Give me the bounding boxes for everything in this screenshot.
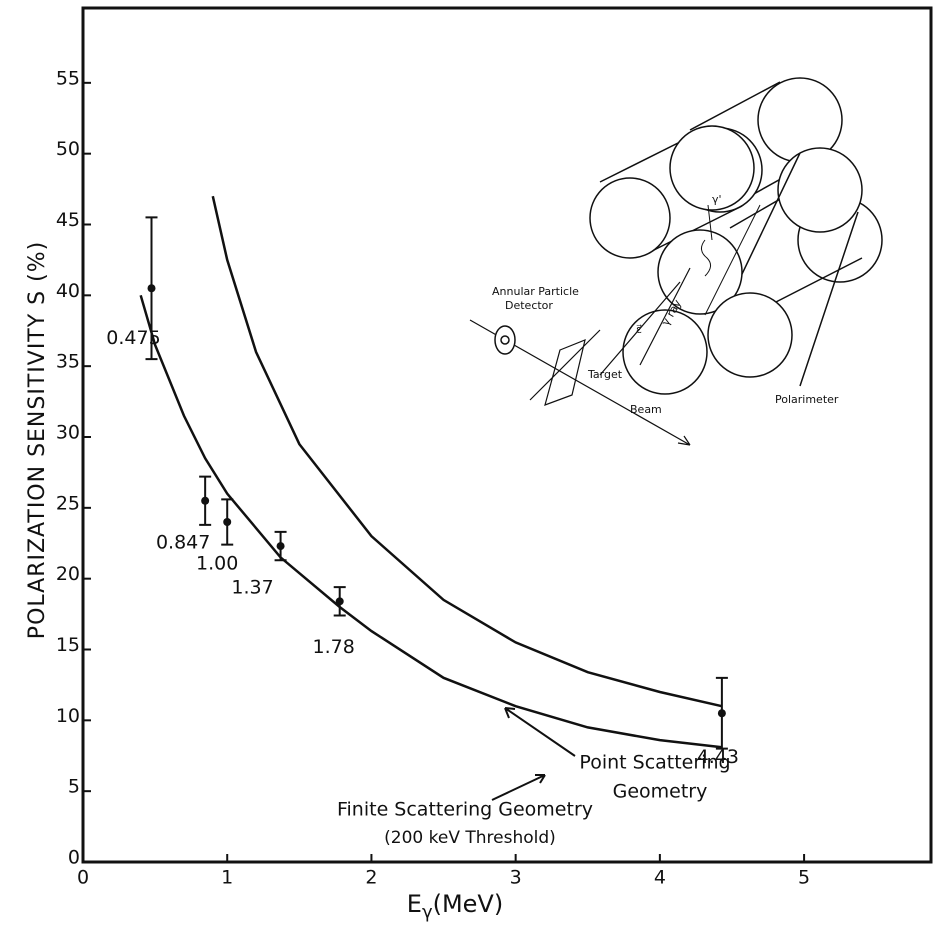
y-tick-label: 25: [56, 492, 80, 514]
point-label: 0.847: [156, 531, 210, 553]
annotation: Finite Scattering Geometry: [337, 799, 593, 821]
point-label: 0.475: [106, 327, 160, 349]
x-label-unit: (MeV): [433, 890, 504, 918]
data-point: [223, 518, 232, 526]
y-tick-label: 50: [56, 138, 80, 160]
data-point: [276, 542, 285, 551]
x-tick-label: 1: [221, 867, 233, 889]
data-point: [335, 597, 344, 606]
annotation: (200 keV Threshold): [384, 828, 556, 848]
polarimeter: [589, 77, 883, 395]
point-label: 1.37: [231, 577, 273, 599]
inset-diagram: Annular Particle Detector Target Beam Po…: [469, 77, 883, 446]
x-tick-label: 0: [77, 867, 89, 889]
gamma-ray: [599, 267, 691, 376]
point-label: 1.78: [313, 636, 355, 658]
y-tick-label: 55: [56, 67, 80, 89]
y-tick-label: 45: [56, 209, 80, 231]
annotation: Geometry: [613, 781, 708, 803]
y-tick-label: 20: [56, 563, 80, 585]
data-point: [717, 709, 726, 718]
inset-label: Target: [587, 368, 623, 381]
inset-label: Polarimeter: [775, 393, 839, 406]
y-axis-label: POLARIZATION SENSITIVITY S (%): [25, 241, 50, 639]
y-tick-label: 0: [68, 847, 80, 869]
y-tick-label: 10: [56, 705, 80, 727]
x-tick-label: 4: [654, 867, 666, 889]
point-label: 4.43: [697, 746, 739, 768]
x-tick-label: 3: [510, 867, 522, 889]
x-label-subscript: γ: [422, 902, 433, 923]
y-tick-label: 15: [56, 634, 80, 656]
y-tick-label: 30: [56, 422, 80, 444]
target: [529, 329, 601, 406]
curve: [211, 195, 723, 708]
data-point: [201, 496, 210, 505]
y-tick-label: 5: [68, 776, 80, 798]
point-label: 1.00: [196, 553, 238, 575]
x-axis-label: Eγ(MeV): [407, 890, 503, 923]
x-label-symbol: E: [407, 890, 422, 918]
x-tick-label: 2: [365, 867, 377, 889]
inset-label: Annular Particle: [492, 285, 579, 298]
detector: [500, 335, 510, 345]
plot-frame: [81, 6, 933, 864]
annotation: Point Scattering: [579, 752, 730, 774]
x-tick-label: 5: [798, 867, 810, 889]
annotation-arrow: [491, 774, 546, 801]
inset-label: Detector: [505, 299, 553, 312]
inset-label: γ': [712, 193, 722, 206]
inset-label: Beam: [630, 403, 662, 416]
y-tick-label: 35: [56, 351, 80, 373]
data-point: [147, 284, 156, 293]
annotation-arrow: [504, 707, 576, 757]
inset-label: ε⃗: [636, 323, 642, 336]
y-tick-label: 40: [56, 280, 80, 302]
